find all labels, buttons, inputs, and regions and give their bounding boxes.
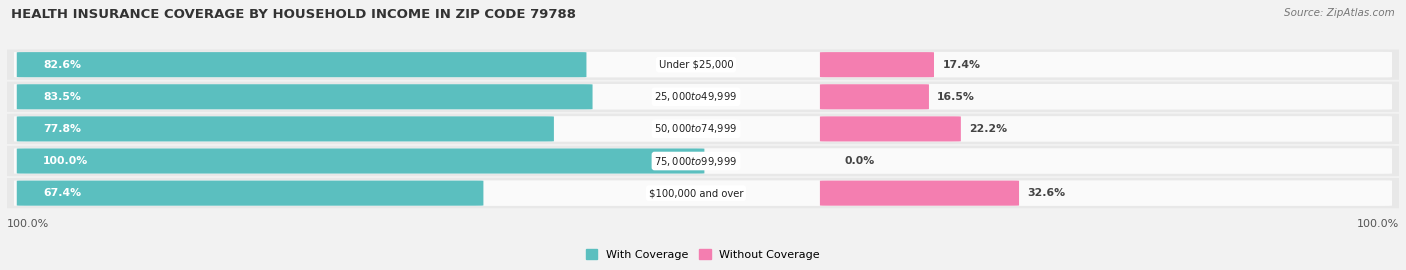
FancyBboxPatch shape [820,181,1019,206]
Text: 100.0%: 100.0% [1357,219,1399,229]
Text: $75,000 to $99,999: $75,000 to $99,999 [654,154,738,167]
Text: Under $25,000: Under $25,000 [659,60,734,70]
Text: 22.2%: 22.2% [969,124,1007,134]
FancyBboxPatch shape [17,52,586,77]
FancyBboxPatch shape [14,52,1392,77]
FancyBboxPatch shape [17,148,704,174]
FancyBboxPatch shape [1,114,1405,144]
FancyBboxPatch shape [14,84,1392,110]
FancyBboxPatch shape [1,178,1405,208]
FancyBboxPatch shape [820,84,929,109]
Text: 82.6%: 82.6% [44,60,82,70]
FancyBboxPatch shape [17,116,554,141]
FancyBboxPatch shape [1,146,1405,176]
FancyBboxPatch shape [1,82,1405,112]
Text: 100.0%: 100.0% [7,219,49,229]
Text: 77.8%: 77.8% [44,124,82,134]
Text: $25,000 to $49,999: $25,000 to $49,999 [654,90,738,103]
FancyBboxPatch shape [17,84,592,109]
Text: 67.4%: 67.4% [44,188,82,198]
FancyBboxPatch shape [14,116,1392,142]
Legend: With Coverage, Without Coverage: With Coverage, Without Coverage [582,245,824,264]
Text: 17.4%: 17.4% [942,60,980,70]
Text: 16.5%: 16.5% [938,92,976,102]
Text: $100,000 and over: $100,000 and over [648,188,744,198]
Text: Source: ZipAtlas.com: Source: ZipAtlas.com [1284,8,1395,18]
Text: 83.5%: 83.5% [44,92,82,102]
Text: 100.0%: 100.0% [44,156,89,166]
Text: 32.6%: 32.6% [1028,188,1066,198]
FancyBboxPatch shape [820,52,934,77]
Text: HEALTH INSURANCE COVERAGE BY HOUSEHOLD INCOME IN ZIP CODE 79788: HEALTH INSURANCE COVERAGE BY HOUSEHOLD I… [11,8,576,21]
FancyBboxPatch shape [14,180,1392,206]
Text: $50,000 to $74,999: $50,000 to $74,999 [654,122,738,135]
FancyBboxPatch shape [820,116,960,141]
FancyBboxPatch shape [14,148,1392,174]
FancyBboxPatch shape [17,181,484,206]
FancyBboxPatch shape [1,49,1405,80]
Text: 0.0%: 0.0% [845,156,875,166]
